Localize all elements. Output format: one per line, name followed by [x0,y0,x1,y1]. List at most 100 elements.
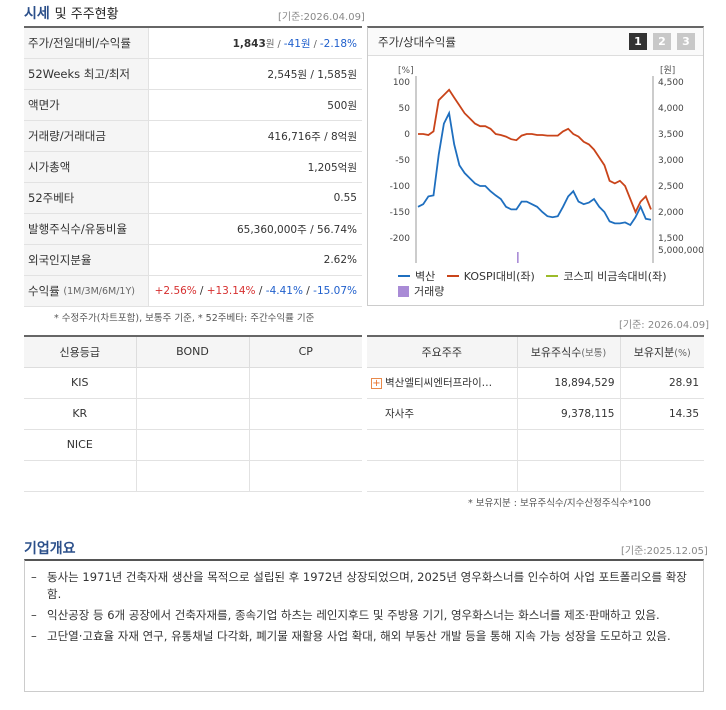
header-text: 보유주식수 [530,345,582,359]
overview-date: [기준:2025.12.05] [621,546,708,557]
cp-cell [249,398,362,430]
return-3m: +13.14% [206,285,256,297]
row-value: 2.62% [323,254,357,266]
table-header-row: 신용등급 BOND CP [24,335,362,368]
table-row: 자사주 9,378,115 14.35 [367,398,704,430]
y2-tick-label: 3,500 [658,130,684,140]
row-value: 2,545원 / 1,585원 [267,68,357,81]
row-value: 0.55 [333,192,357,204]
row-value: 500원 [327,99,357,112]
separator: / [310,38,320,50]
list-item: – 동사는 1971년 건축자재 생산을 목적으로 설립된 후 1972년 상장되… [31,569,703,603]
price-chart: [%] [원] 100 50 0 -50 -100 -150 -200 4,500 4,000 3,5… [390,65,703,263]
column-header: 보유주식수(보통) [517,335,621,368]
row-value: 416,716주 / 8억원 [267,130,357,143]
par-value-row: 액면가 500원 [24,90,362,121]
chart-panel: 주가/상대수익률 1 2 3 [%] [원] 100 50 0 -50 -100 -150 -2… [367,26,704,306]
y-tick-label: 50 [399,104,411,114]
y2-tick-label: 2,000 [658,208,684,218]
row-value: 65,360,000주 / 56.74% [236,223,357,236]
legend-label: 거래량 [414,284,445,298]
y-tick-label: -50 [395,156,410,166]
list-item: – 고단열·고효율 자재 연구, 유통채널 다각화, 폐기물 재활용 사업 확대,… [31,628,703,645]
bond-cell [136,460,250,492]
beta-row: 52주베타 0.55 [24,183,362,214]
section-date: [기준:2026.04.09] [278,12,365,23]
shares-cell [517,429,621,461]
overview-text: 익산공장 등 6개 공장에서 건축자재를, 종속기업 하츠는 레인지후드 및 주… [47,608,660,622]
holder-cell [367,429,518,461]
pct-cell: 28.91 [620,367,704,399]
row-value: 1,205억원 [307,161,357,174]
agency-cell: NICE [24,429,137,461]
return-1y: -15.07% [313,285,357,297]
chart-tab-1[interactable]: 1 [629,33,647,50]
chart-title: 주가/상대수익률 [378,34,456,49]
row-label: 시가총액 [24,152,149,182]
series-line-bycksan [417,110,652,227]
separator: / [199,285,204,297]
share-note: * 보유지분 : 보유주식수/지수산정주식수*100 [468,498,651,509]
legend-swatch [546,275,559,277]
chart-header: 주가/상대수익률 1 2 3 [368,28,703,56]
table-row [367,429,704,461]
expand-icon[interactable]: + [371,378,382,389]
overview-title: 기업개요 [24,541,76,557]
legend-item: 거래량 [398,284,444,299]
y2-tick-label: 3,000 [658,156,684,166]
shares-cell: 9,378,115 [517,398,621,430]
row-label: 주가/전일대비/수익률 [24,28,149,58]
column-header: 보유지분(%) [620,335,704,368]
holder-cell: + 벽산엘티씨엔터프라이… [367,367,518,399]
price-row: 주가/전일대비/수익률 1,843원 / -41원 / -2.18% [24,28,362,59]
chart-tab-3[interactable]: 3 [677,33,695,50]
y-tick-label: -150 [390,208,411,218]
credit-table: 신용등급 BOND CP KIS KR NICE [24,335,362,492]
table-row: KR [24,398,362,430]
overview-text: 고단열·고효율 자재 연구, 유통채널 다각화, 폐기물 재활용 사업 확대, … [47,629,671,643]
row-label: 발행주식수/유동비율 [24,214,149,244]
shares-cell [517,460,621,492]
bullet: – [31,570,37,584]
price-table: 주가/전일대비/수익률 1,843원 / -41원 / -2.18% 52Wee… [24,26,362,307]
holder-name[interactable]: 벽산엘티씨엔터프라이… [385,377,493,389]
y2-tick-label: 2,500 [658,182,684,192]
list-item: – 익산공장 등 6개 공장에서 건축자재를, 종속기업 하츠는 레인지후드 및 … [31,607,703,624]
y2-tick-label: 4,500 [658,78,684,88]
price-note: * 수정주가(차트포함), 보통주 기준, * 52주베타: 주간수익률 기준 [54,313,315,324]
pct-cell [620,460,704,492]
bullet: – [31,629,37,643]
table-header-row: 주요주주 보유주식수(보통) 보유지분(%) [367,335,704,368]
volume-row: 거래량/거래대금 416,716주 / 8억원 [24,121,362,152]
separator: / [306,285,310,297]
price-unit: 원 [265,38,275,50]
chart-tab-2[interactable]: 2 [653,33,671,50]
bond-cell [136,367,250,399]
overview-text: 동사는 1971년 건축자재 생산을 목적으로 설립된 후 1972년 상장되었… [47,570,687,601]
row-label: 52주베타 [24,183,149,213]
chart-legend: 벽산 KOSPI대비(좌) 코스피 비금속대비(좌) 거래량 [398,266,675,301]
agency-cell: KR [24,398,137,430]
section-title: 시세 및 주주현황 [24,3,119,23]
cp-cell [249,429,362,461]
row-label: 액면가 [24,90,149,120]
holder-cell [367,460,518,492]
agency-cell: KIS [24,367,137,399]
bullet: – [31,608,37,622]
column-header: 신용등급 [24,335,137,368]
return-1m: +2.56% [154,285,197,297]
return-row: 수익률 (1M/3M/6M/1Y) +2.56% / +13.14% / -4.… [24,276,362,307]
legend-swatch [446,275,459,277]
legend-label: 코스피 비금속대비(좌) [563,269,667,283]
separator: / [258,285,263,297]
shares-cell: 18,894,529 [517,367,621,399]
section-title-main: 시세 [24,6,50,22]
row-value: +2.56% / +13.14% / -4.41% / -15.07% [149,285,362,297]
pct-cell [620,429,704,461]
left-unit-label: [%] [398,66,414,76]
current-price: 1,843 [232,37,266,50]
holder-cell: 자사주 [367,398,518,430]
table-row: + 벽산엘티씨엔터프라이… 18,894,529 28.91 [367,367,704,399]
legend-item: 코스피 비금속대비(좌) [546,269,667,284]
return-label: 수익률 [28,284,60,298]
